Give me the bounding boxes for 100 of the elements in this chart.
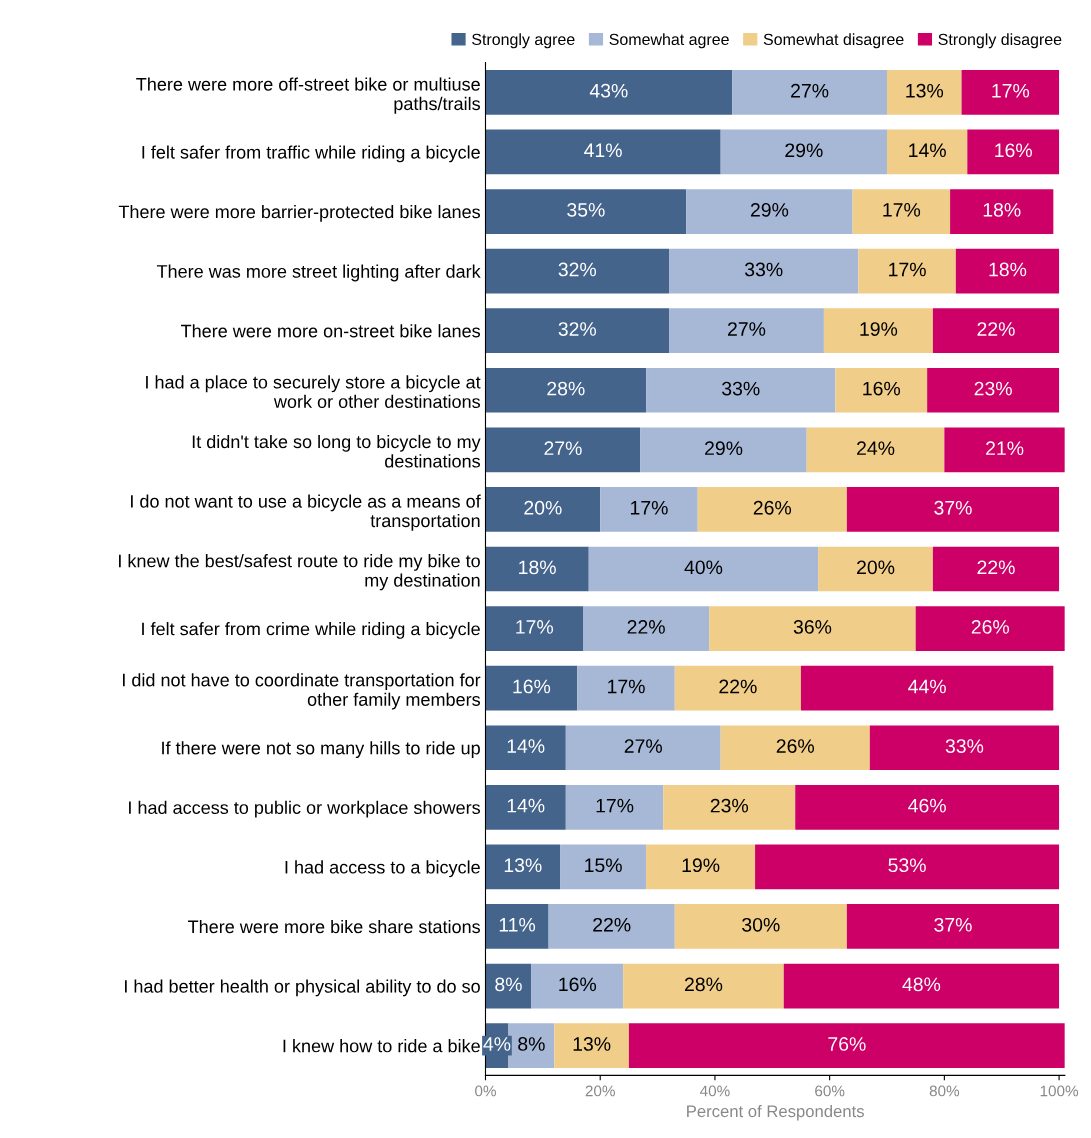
x-tick-label: 100%: [1040, 1085, 1079, 1097]
data-label: 17%: [596, 798, 634, 813]
data-label: 11%: [499, 918, 536, 932]
bar: [709, 606, 916, 651]
data-label: 27%: [728, 322, 766, 336]
bar: [669, 248, 859, 294]
data-label: 29%: [785, 143, 823, 158]
legend-label: Strongly agree: [472, 33, 575, 49]
data-label: 33%: [945, 739, 984, 753]
bar: [783, 963, 1060, 1009]
data-label: 13%: [504, 858, 542, 873]
data-label: 27%: [624, 739, 662, 753]
data-label: 35%: [567, 202, 605, 217]
bar: [720, 129, 887, 175]
data-label: 26%: [971, 620, 1010, 634]
bar: [485, 70, 733, 115]
data-label: 22%: [977, 560, 1015, 575]
bar: [485, 427, 641, 473]
bar: [640, 427, 807, 473]
data-label: 8%: [518, 1037, 545, 1051]
bar: [795, 784, 1060, 830]
x-axis-title: Percent of Respondents: [687, 1104, 864, 1121]
y-tick-label: There were more barrier-protected bike lanes: [118, 204, 481, 222]
data-label: 26%: [753, 500, 792, 515]
data-label: 26%: [776, 739, 814, 753]
data-label: 22%: [719, 679, 757, 694]
data-label: 14%: [507, 739, 545, 753]
data-label: 76%: [828, 1037, 866, 1051]
data-label: 53%: [888, 858, 926, 873]
legend-label: Strongly disagree: [938, 33, 1062, 49]
bar: [646, 367, 836, 413]
data-label: 30%: [742, 917, 780, 932]
data-label: 37%: [934, 917, 972, 932]
bar: [663, 784, 796, 830]
data-label: 37%: [934, 500, 972, 515]
x-tick-label: 80%: [929, 1085, 960, 1097]
data-label: 17%: [992, 83, 1030, 98]
data-label: 22%: [593, 917, 631, 932]
bar: [720, 725, 870, 771]
legend-label: Somewhat disagree: [763, 33, 904, 49]
data-label: 33%: [744, 262, 783, 277]
data-label: 4%: [483, 1037, 511, 1051]
x-tick-label: 0%: [475, 1085, 496, 1097]
data-label: 23%: [710, 798, 749, 813]
y-tick-label: There was more street lighting after dark: [156, 264, 481, 282]
x-tick-label: 60%: [815, 1085, 845, 1097]
data-label: 19%: [860, 322, 898, 336]
data-label: 36%: [793, 620, 832, 634]
data-label: 32%: [558, 262, 597, 277]
bar: [485, 129, 721, 175]
data-label: 22%: [977, 322, 1015, 336]
bar: [697, 487, 847, 532]
bar: [565, 725, 721, 771]
legend-label: Somewhat agree: [609, 33, 729, 49]
y-tick-label: There were more off-street bike or multiuse paths/trails: [136, 77, 480, 114]
data-label: 28%: [684, 977, 723, 992]
y-tick-label: There were more bike share stations: [188, 919, 480, 934]
y-tick-label: I do not want to use a bicycle as a means of transportation: [131, 494, 481, 531]
data-label: 27%: [791, 83, 829, 98]
bar: [800, 665, 1054, 711]
data-label: 14%: [909, 143, 946, 158]
bar: [669, 308, 824, 354]
bar: [755, 844, 1060, 890]
bar: [932, 308, 1060, 354]
data-label: 29%: [705, 441, 743, 456]
data-label: 32%: [558, 322, 597, 336]
bar: [674, 904, 847, 949]
data-label: 17%: [608, 679, 645, 694]
data-label: 24%: [857, 441, 895, 455]
bar: [628, 1023, 1065, 1068]
data-label: 33%: [722, 381, 760, 396]
y-tick-label: If there were not so many hills to ride up: [162, 741, 480, 759]
data-label: 17%: [883, 203, 921, 217]
data-label: 18%: [989, 262, 1027, 277]
data-label: 48%: [902, 977, 941, 992]
y-tick-label: I had access to a bicycle: [285, 860, 480, 878]
data-label: 16%: [559, 977, 597, 992]
x-tick-label: 40%: [699, 1085, 730, 1097]
data-label: 27%: [544, 441, 582, 455]
y-tick-label: I felt safer from crime while riding a bicycle: [142, 622, 480, 639]
data-label: 20%: [857, 560, 895, 575]
y-tick-label: I knew the best/safest route to ride my bike to my destination: [119, 554, 480, 591]
data-label: 16%: [995, 143, 1032, 158]
y-tick-label: I had access to public or workplace showers: [129, 800, 480, 818]
y-tick-label: I did not have to coordinate transportation for other family members: [123, 673, 481, 710]
y-tick-label: I had better health or physical ability to do so: [125, 979, 480, 997]
data-label: 14%: [507, 798, 545, 813]
bar: [485, 189, 687, 234]
bar: [686, 189, 853, 234]
bar: [588, 546, 819, 592]
bar: [548, 904, 675, 949]
data-label: 28%: [547, 381, 585, 396]
data-label: 17%: [516, 620, 554, 634]
data-label: 17%: [630, 500, 668, 515]
data-label: 46%: [908, 798, 946, 813]
bar: [485, 248, 670, 294]
data-label: 13%: [573, 1037, 611, 1051]
bar: [623, 963, 784, 1009]
data-label: 19%: [682, 858, 720, 873]
y-tick-label: I knew how to ride a bike: [283, 1039, 480, 1053]
